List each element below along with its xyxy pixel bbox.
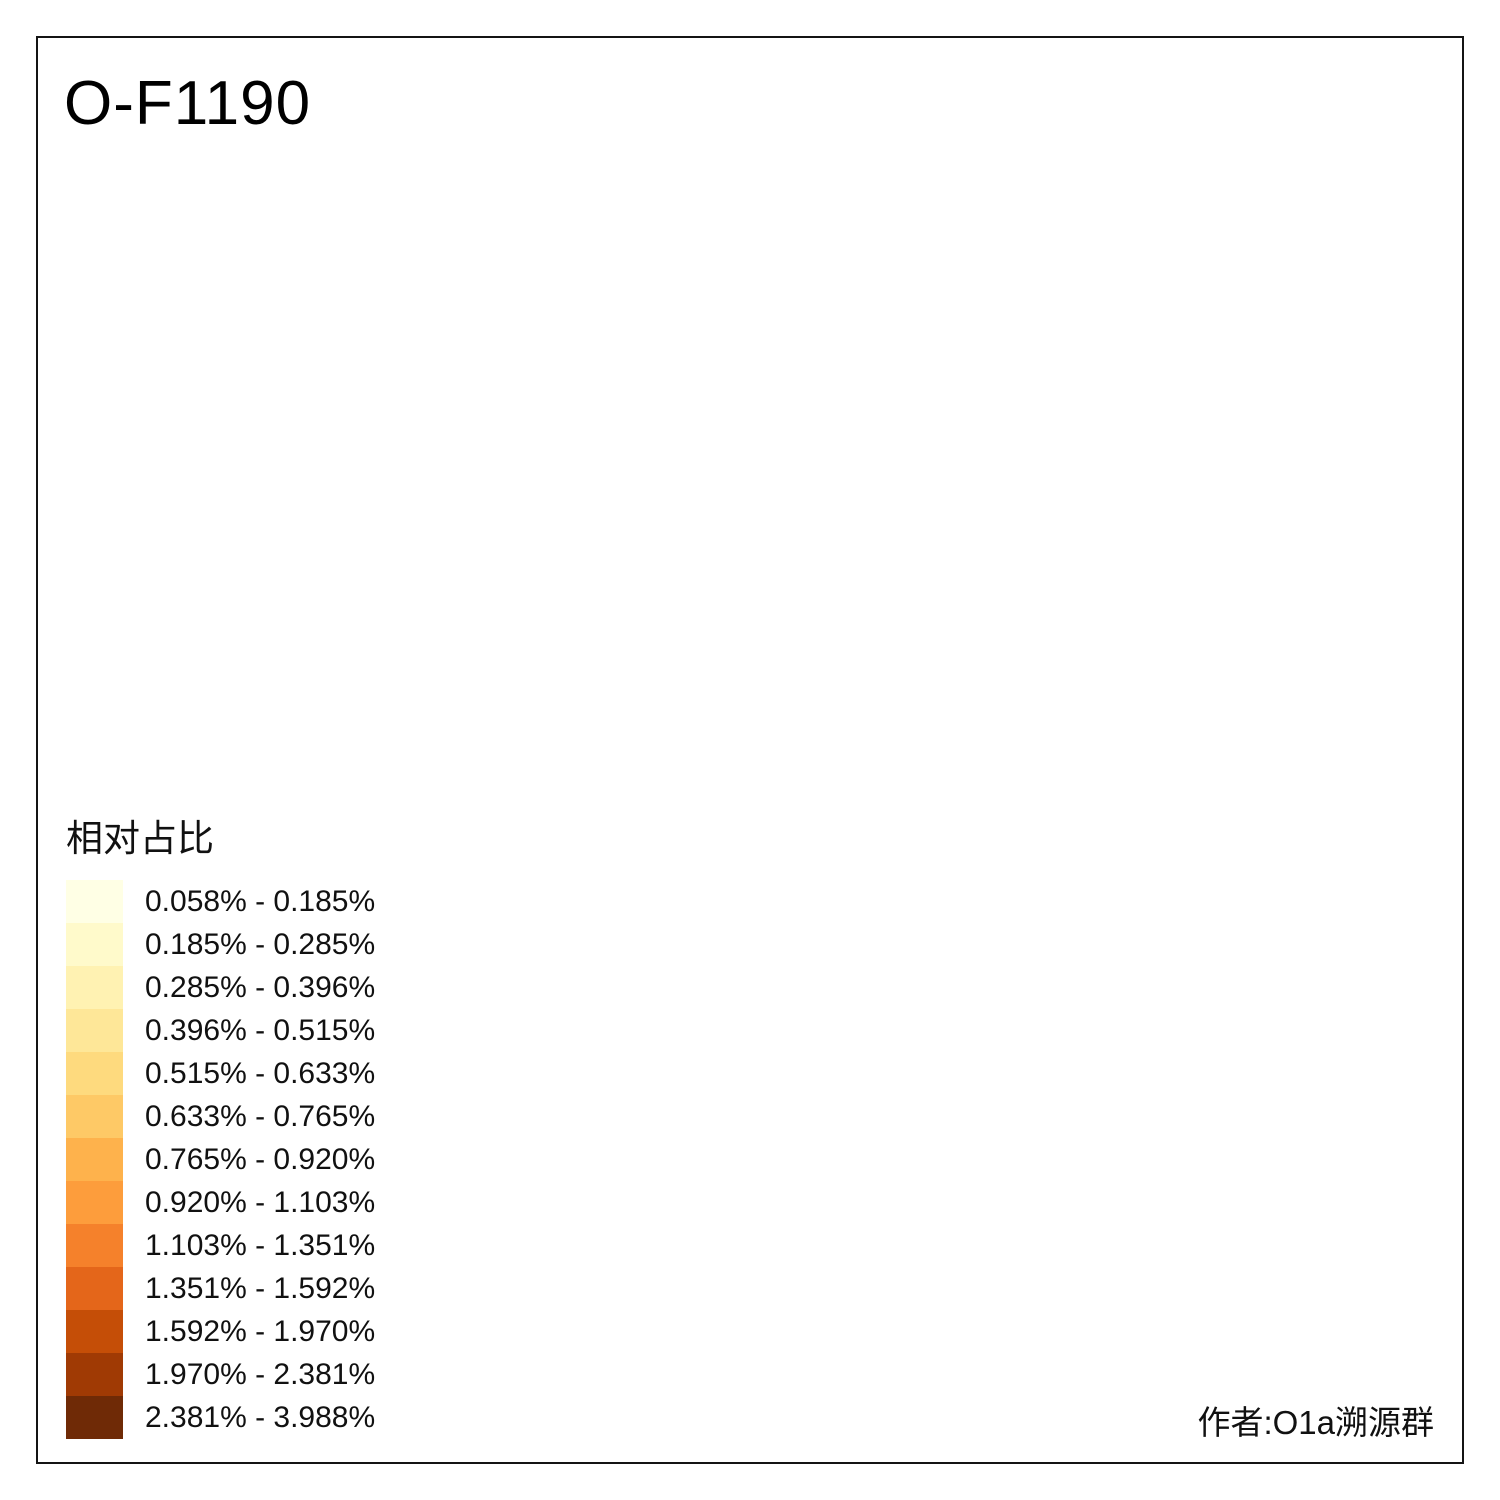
legend-items: 0.058% - 0.185% 0.185% - 0.285% 0.285% - 0… [66,880,375,1439]
legend-swatch [66,1353,123,1396]
legend-item: 0.058% - 0.185% [66,880,375,923]
legend-label: 0.633% - 0.765% [145,1099,376,1133]
legend-label: 0.765% - 0.920% [145,1142,376,1176]
legend-title: 相对占比 [66,818,214,859]
legend-label: 2.381% - 3.988% [145,1400,376,1434]
legend-item: 0.515% - 0.633% [66,1052,375,1095]
legend-item: 1.592% - 1.970% [66,1310,375,1353]
legend-item: 1.103% - 1.351% [66,1224,375,1267]
legend-label: 0.285% - 0.396% [145,970,376,1004]
legend-label: 1.592% - 1.970% [145,1314,376,1348]
attribution-text: 作者:O1a溯源群 [1197,1404,1434,1441]
legend-label: 0.515% - 0.633% [145,1056,376,1090]
legend-item: 0.185% - 0.285% [66,923,375,966]
legend-item: 2.381% - 3.988% [66,1396,375,1439]
legend-swatch [66,966,123,1009]
legend-item: 1.351% - 1.592% [66,1267,375,1310]
legend-item: 0.920% - 1.103% [66,1181,375,1224]
legend-swatch [66,1138,123,1181]
legend: 相对占比 0.058% - 0.185% 0.185% - 0.285% 0.285… [66,808,375,1439]
legend-item: 0.633% - 0.765% [66,1095,375,1138]
plot-frame [36,36,1464,1464]
legend-item: 0.765% - 0.920% [66,1138,375,1181]
legend-swatch [66,1052,123,1095]
legend-label: 1.970% - 2.381% [145,1357,376,1391]
legend-swatch [66,1095,123,1138]
legend-item: 0.396% - 0.515% [66,1009,375,1052]
legend-label: 0.396% - 0.515% [145,1013,376,1047]
legend-label: 1.351% - 1.592% [145,1271,376,1305]
legend-swatch [66,880,123,923]
legend-swatch [66,1009,123,1052]
page-title: O-F1190 [64,69,312,138]
legend-label: 0.058% - 0.185% [145,884,376,918]
legend-swatch [66,923,123,966]
legend-item: 1.970% - 2.381% [66,1353,375,1396]
legend-swatch [66,1224,123,1267]
legend-swatch [66,1396,123,1439]
legend-swatch [66,1181,123,1224]
legend-swatch [66,1267,123,1310]
legend-label: 0.185% - 0.285% [145,927,376,961]
legend-label: 0.920% - 1.103% [145,1185,376,1219]
legend-label: 1.103% - 1.351% [145,1228,376,1262]
legend-swatch [66,1310,123,1353]
legend-item: 0.285% - 0.396% [66,966,375,1009]
